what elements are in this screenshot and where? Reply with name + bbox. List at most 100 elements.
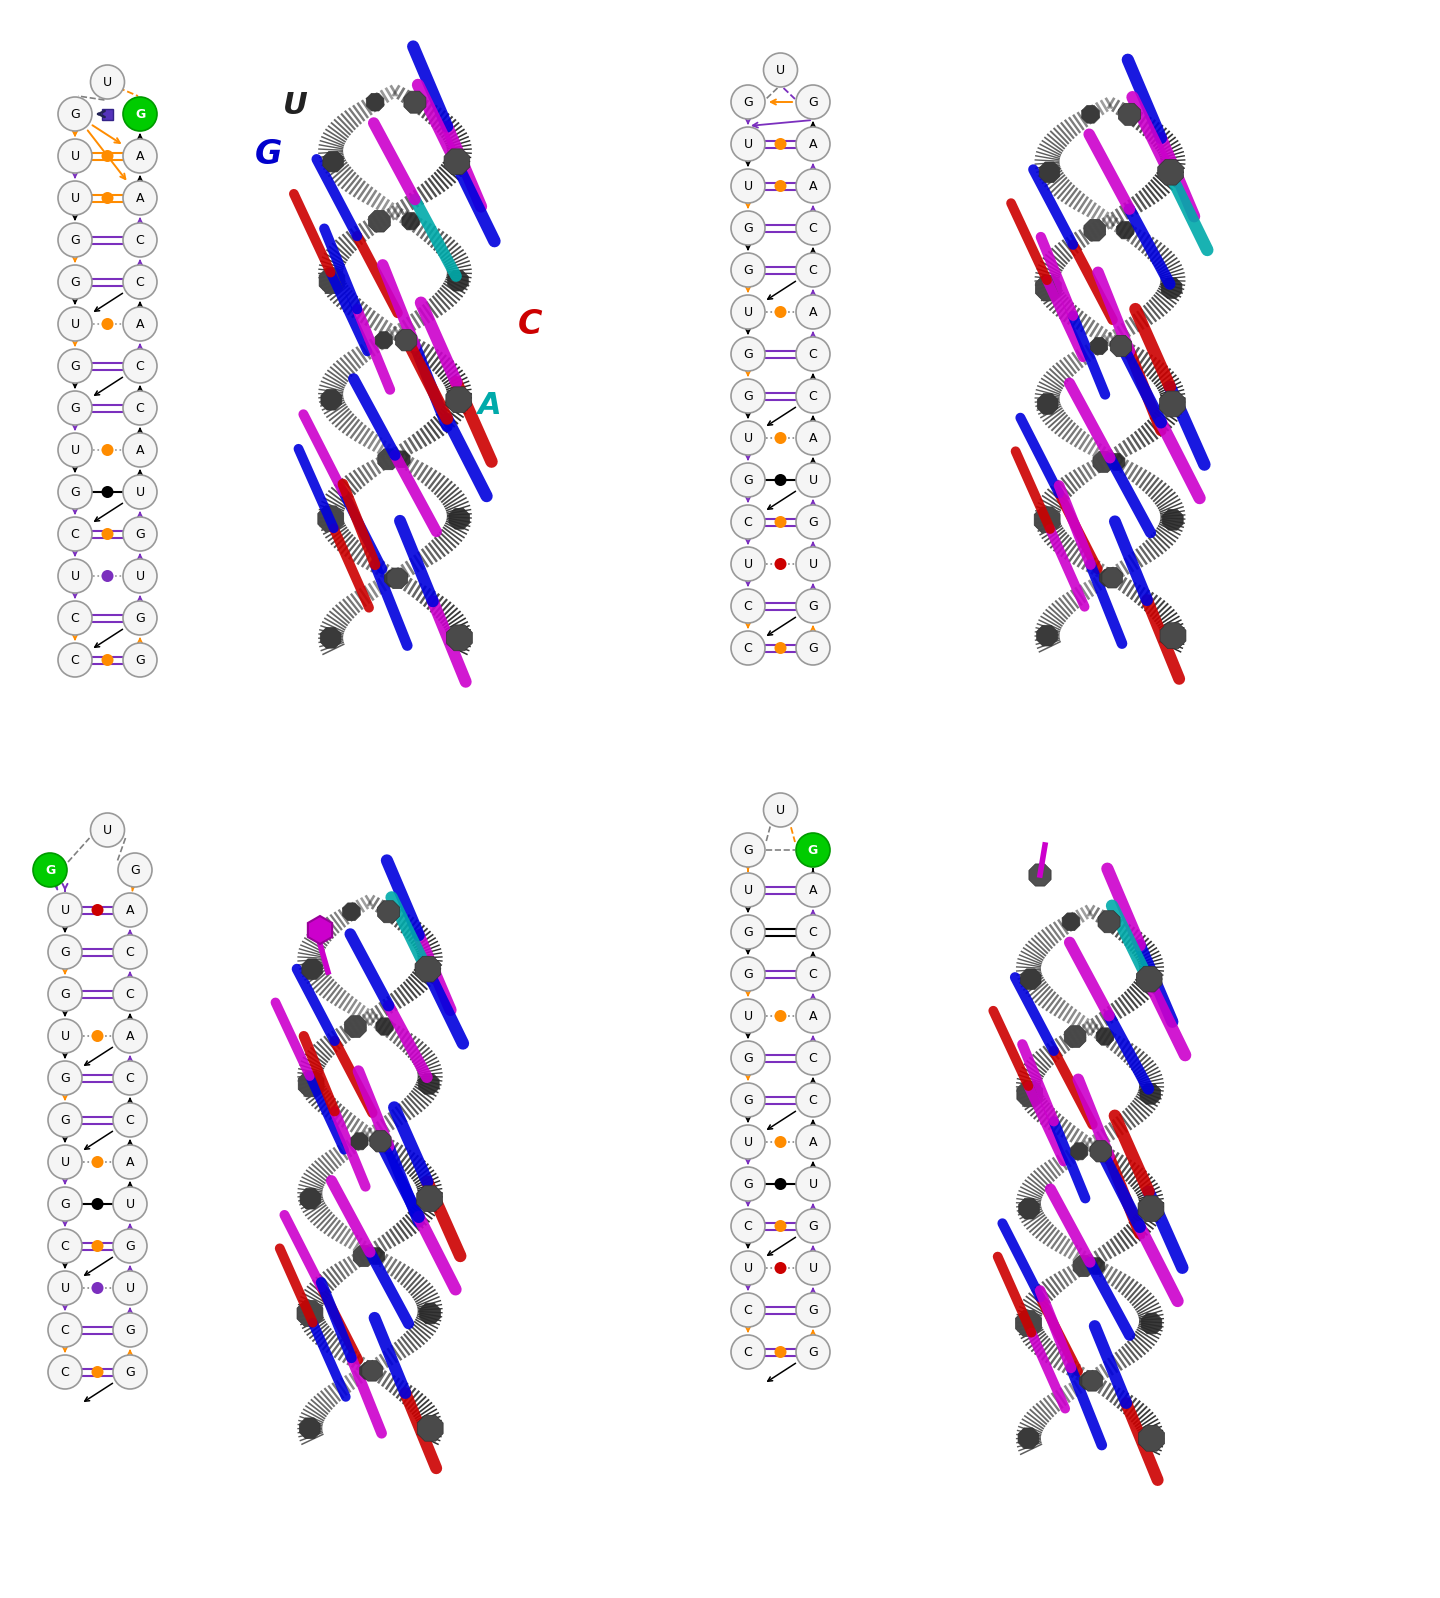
Text: C: C [71,612,79,625]
Text: C: C [809,1051,818,1064]
Text: U: U [71,318,79,331]
Circle shape [48,976,82,1012]
Circle shape [101,150,114,161]
Text: A: A [809,884,818,896]
Circle shape [112,893,147,927]
Polygon shape [1037,625,1057,646]
Circle shape [112,976,147,1012]
Circle shape [101,654,114,666]
Text: U: U [743,179,753,192]
Circle shape [775,1219,786,1232]
Text: G: G [45,863,55,876]
Text: A: A [478,390,501,420]
Circle shape [732,1293,765,1326]
Polygon shape [1138,1195,1164,1221]
Polygon shape [1162,510,1184,531]
Circle shape [796,1040,829,1075]
Text: G: G [808,1219,818,1232]
Text: G: G [135,107,145,120]
Circle shape [101,318,114,331]
Text: G: G [743,967,753,981]
Circle shape [58,348,92,384]
Polygon shape [446,625,472,650]
Circle shape [48,1314,82,1347]
Circle shape [732,1083,765,1117]
Polygon shape [344,1016,366,1037]
Circle shape [732,1040,765,1075]
Circle shape [122,307,157,340]
Circle shape [796,252,829,288]
Text: A: A [809,137,818,150]
Text: G: G [808,96,818,109]
Circle shape [58,475,92,510]
Text: U: U [125,1282,134,1294]
Circle shape [732,337,765,371]
Polygon shape [1161,623,1187,649]
Polygon shape [1080,1373,1096,1389]
Circle shape [796,420,829,455]
Circle shape [112,1187,147,1221]
Text: U: U [102,75,112,88]
Circle shape [91,66,124,99]
Circle shape [732,957,765,991]
Circle shape [112,935,147,968]
Circle shape [122,601,157,634]
Text: U: U [60,1282,69,1294]
Circle shape [112,1314,147,1347]
Text: C: C [60,1366,69,1379]
Circle shape [91,813,124,847]
Text: U: U [135,486,144,499]
Circle shape [732,590,765,623]
Circle shape [58,518,92,551]
Polygon shape [308,916,333,944]
Circle shape [92,1198,104,1210]
Circle shape [101,192,114,205]
Text: C: C [60,1323,69,1336]
Polygon shape [1159,392,1185,417]
Polygon shape [1093,451,1115,473]
Circle shape [775,137,786,150]
Text: G: G [125,1240,135,1253]
Circle shape [763,793,798,828]
Circle shape [775,431,786,444]
Text: C: C [135,233,144,246]
Circle shape [775,181,786,192]
Polygon shape [360,1363,376,1379]
Polygon shape [446,387,472,412]
Text: G: G [808,1346,818,1358]
Circle shape [48,1355,82,1389]
Circle shape [775,1136,786,1147]
Polygon shape [416,1186,442,1211]
Polygon shape [1037,393,1058,414]
Text: G: G [743,222,753,235]
Text: C: C [125,1114,134,1127]
Circle shape [112,1146,147,1179]
Circle shape [48,1061,82,1095]
Text: G: G [808,844,818,857]
Text: U: U [743,1261,753,1275]
Circle shape [101,570,114,582]
Text: G: G [125,1323,135,1336]
Text: G: G [60,946,71,959]
Circle shape [58,433,92,467]
Circle shape [796,463,829,497]
Polygon shape [297,1301,323,1326]
Polygon shape [318,507,344,532]
Circle shape [732,420,765,455]
Text: U: U [743,1010,753,1023]
Text: U: U [743,884,753,896]
Polygon shape [366,93,384,110]
Text: U: U [808,558,818,570]
Polygon shape [1081,1371,1103,1392]
Text: C: C [135,360,144,372]
Circle shape [775,558,786,570]
Polygon shape [1018,1198,1040,1219]
Polygon shape [369,1248,384,1264]
Text: G: G [60,1197,71,1211]
Polygon shape [387,567,408,588]
Polygon shape [300,1417,320,1438]
Circle shape [732,999,765,1032]
Polygon shape [377,901,400,922]
Circle shape [775,516,786,527]
Polygon shape [1081,105,1099,123]
